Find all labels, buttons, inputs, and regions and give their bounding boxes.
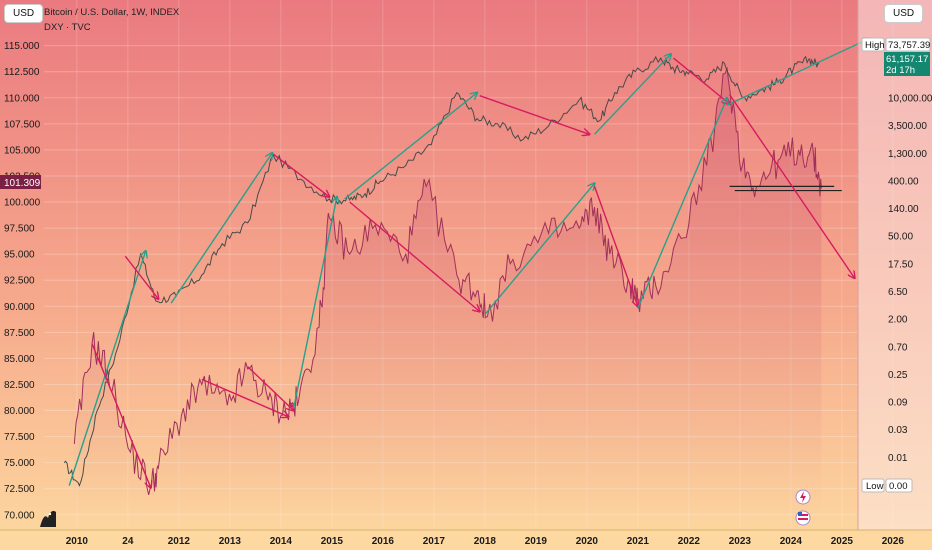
x-tick-label: 2023 [729,536,752,547]
right-tick-label: 17.50 [888,259,913,270]
downtrend-arrow [479,95,590,135]
downtrend-arrow [124,255,158,299]
us-flag-event-icon[interactable] [795,510,811,526]
left-tick-label: 90.000 [4,302,35,313]
btc-area-fill [74,68,822,520]
x-tick-label: 2012 [168,536,191,547]
left-tick-label: 82.500 [4,380,35,391]
downtrend-arrow [91,343,151,488]
left-tick-label: 97.500 [4,224,35,235]
downtrend-arrow [593,186,638,306]
trend-arrows [68,38,870,488]
high-value: 73,757.39 [888,40,930,51]
x-tick-label: 2016 [372,536,395,547]
right-tick-label: 0.01 [888,453,908,464]
low-tag: Low [866,481,884,492]
x-tick-label: 2017 [423,536,446,547]
left-tick-label: 70.000 [4,510,35,521]
low-value: 0.00 [889,481,908,492]
left-axis-ticks: 115.000112.500110.000107.500105.000102.5… [4,41,41,521]
x-axis-ticks: 2010 24 2012 2013 2014 2015 2016 2017 2018 2019 20… [66,536,905,547]
left-tick-label: 92.500 [4,276,35,287]
left-tick-label: 95.000 [4,250,35,261]
left-tick-label: 77.500 [4,432,35,443]
uptrend-arrow [344,93,478,200]
right-tick-label: 2.00 [888,315,908,326]
lightning-event-icon[interactable] [795,489,811,505]
right-tick-label: 10,000.00 [888,94,932,105]
right-tick-label: 400.00 [888,176,919,187]
x-tick-label: 2010 [66,536,89,547]
uptrend-arrow [593,54,672,135]
x-tick-label: 2025 [831,536,854,547]
x-axis-panel [0,530,932,550]
right-tick-label: 0.09 [888,398,908,409]
downtrend-arrow [272,153,329,197]
left-tick-label: 80.000 [4,406,35,417]
x-tick-label: 2022 [678,536,701,547]
right-tick-label: 3,500.00 [888,121,927,132]
x-tick-label: 2014 [270,536,293,547]
left-tick-label: 105.000 [4,145,41,156]
right-tick-label: 1,300.00 [888,149,927,160]
high-tag-bg [861,37,885,52]
uptrend-arrow [726,38,870,106]
bar-countdown: 2d 17h [886,65,915,76]
right-tick-label: 6.50 [888,287,908,298]
x-tick-label: 2020 [576,536,599,547]
downtrend-arrow [201,378,289,417]
left-currency-button[interactable]: USD [4,4,44,23]
left-tick-label: 72.500 [4,484,35,495]
left-tick-label: 107.500 [4,119,41,130]
left-tick-label: 75.000 [4,458,35,469]
x-tick-label: 2026 [882,536,905,547]
downtrend-arrow [349,201,480,312]
x-tick-label: 24 [122,536,134,547]
left-tick-label: 110.000 [4,93,40,104]
right-tick-label: 140.00 [888,204,919,215]
right-tick-label: 0.25 [888,370,908,381]
btc-price-line [73,66,822,496]
left-tick-label: 85.000 [4,354,35,365]
x-tick-label: 2013 [219,536,242,547]
dxy-current-label-bg [0,175,41,189]
right-tick-label: 50.00 [888,232,913,243]
right-axis-panel [858,0,932,530]
symbol-title: Bitcoin / U.S. Dollar, 1W, INDEX [44,7,180,18]
downtrend-arrow [247,366,294,411]
left-tick-label: 112.500 [4,67,40,78]
high-value-bg [885,37,931,52]
x-tick-label: 2019 [525,536,548,547]
uptrend-arrow [292,197,337,409]
x-tick-label: 2021 [627,536,650,547]
x-tick-label: 2015 [321,536,344,547]
uptrend-arrow [637,98,727,309]
downtrend-arrow [673,57,730,104]
low-value-bg [885,478,913,493]
right-currency-button[interactable]: USD [884,4,924,23]
support-lines [729,185,842,192]
left-tick-label: 100.000 [4,198,41,209]
low-tag-bg [861,478,885,493]
btc-price-badge [884,52,930,76]
left-tick-label: 87.500 [4,328,35,339]
uptrend-arrow [68,251,146,486]
right-tick-label: 0.70 [888,342,908,353]
x-tick-label: 2018 [474,536,497,547]
x-tick-label: 2024 [780,536,803,547]
right-tick-label: 0.03 [888,425,908,436]
left-tick-label: 115.000 [4,41,40,52]
btc-current-price: 61,157.17 [886,54,928,65]
dxy-current-label: 101.309 [4,178,41,189]
overlay-title: DXY · TVC [44,22,91,33]
uptrend-arrow [170,153,272,304]
uptrend-arrow [484,183,595,316]
brand-logo [40,510,56,527]
high-tag: High [865,40,885,51]
downtrend-arrow [729,94,855,279]
